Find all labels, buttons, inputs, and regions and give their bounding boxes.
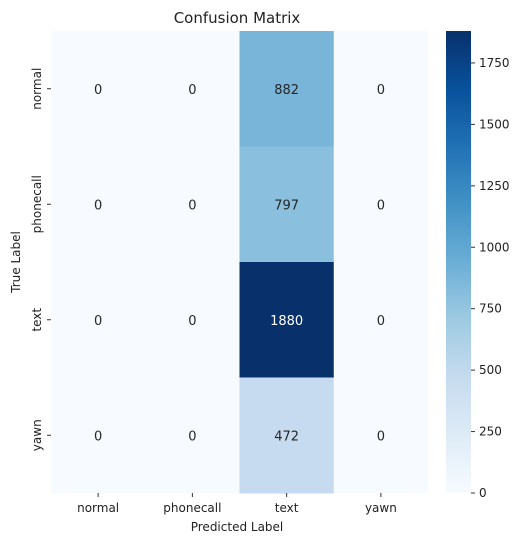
x-tick-label: phonecall xyxy=(163,501,221,515)
x-tick-label: normal xyxy=(77,501,119,515)
cell-value-label: 0 xyxy=(377,83,385,98)
colorbar xyxy=(446,31,471,493)
y-tick-label: text xyxy=(30,308,44,332)
x-tick-label: text xyxy=(275,501,299,515)
cell-value-label: 0 xyxy=(94,314,102,329)
heatmap-cell xyxy=(51,377,146,494)
heatmap-cell xyxy=(239,377,335,494)
colorbar-tick-label: 1250 xyxy=(479,179,510,193)
heatmap-cell xyxy=(145,262,240,378)
chart-title: Confusion Matrix xyxy=(174,9,301,27)
heatmap-cell xyxy=(333,146,429,263)
heatmap-cell xyxy=(145,146,240,263)
heatmap-cell xyxy=(333,377,429,494)
cell-value-label: 472 xyxy=(274,429,299,444)
heatmap-cells: 0 0 882 0 0 0 797 0 0 0 1880 0 0 0 472 0 xyxy=(51,31,429,494)
cell-value-label: 797 xyxy=(274,198,299,213)
x-tick-labels: normal phonecall text yawn xyxy=(77,493,397,515)
cell-value-label: 0 xyxy=(188,83,196,98)
cell-value-label: 882 xyxy=(274,83,299,98)
heatmap-cell xyxy=(51,262,146,378)
cell-value-label: 0 xyxy=(188,198,196,213)
colorbar-tick-label: 750 xyxy=(479,302,502,316)
y-tick-labels: normal phonecall text yawn xyxy=(30,68,51,451)
heatmap-cell xyxy=(51,31,146,147)
cell-value-label: 1880 xyxy=(270,314,303,329)
colorbar-tick-label: 1750 xyxy=(479,56,510,70)
y-tick-label: yawn xyxy=(30,419,44,451)
colorbar-tick-label: 500 xyxy=(479,363,502,377)
heatmap-cell xyxy=(239,146,335,263)
cell-value-label: 0 xyxy=(94,83,102,98)
cell-value-label: 0 xyxy=(377,314,385,329)
cell-value-label: 0 xyxy=(377,429,385,444)
heatmap-cell xyxy=(145,31,240,147)
colorbar-tick-label: 1000 xyxy=(479,240,510,254)
x-axis-label: Predicted Label xyxy=(191,520,284,534)
colorbar-ticks: 0 250 500 750 1000 1250 1500 1750 xyxy=(471,56,510,500)
x-tick-label: yawn xyxy=(365,501,397,515)
heatmap-cell xyxy=(145,377,240,494)
y-axis-label: True Label xyxy=(9,231,23,294)
heatmap-cell xyxy=(51,146,146,263)
y-tick-label: phonecall xyxy=(30,175,44,233)
colorbar-tick-label: 1500 xyxy=(479,117,510,131)
heatmap-cell xyxy=(333,262,429,378)
cell-value-label: 0 xyxy=(94,429,102,444)
heatmap-cell xyxy=(239,262,335,378)
y-tick-label: normal xyxy=(30,68,44,110)
cell-value-label: 0 xyxy=(188,314,196,329)
colorbar-tick-label: 250 xyxy=(479,425,502,439)
heatmap-cell xyxy=(333,31,429,147)
heatmap-cell xyxy=(239,31,335,147)
cell-value-label: 0 xyxy=(377,198,385,213)
cell-value-label: 0 xyxy=(94,198,102,213)
colorbar-tick-label: 0 xyxy=(479,486,487,500)
cell-value-label: 0 xyxy=(188,429,196,444)
